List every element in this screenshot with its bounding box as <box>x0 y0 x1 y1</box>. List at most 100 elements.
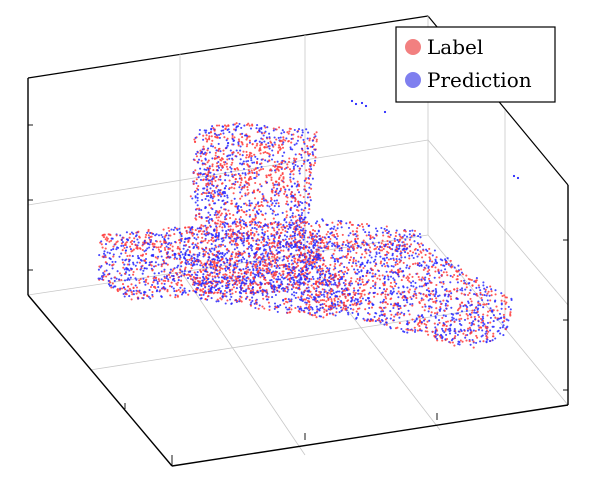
prediction-point <box>479 293 482 296</box>
label-point <box>246 193 249 196</box>
label-point <box>431 330 434 333</box>
label-point <box>326 230 330 233</box>
prediction-point <box>261 292 264 295</box>
label-point <box>176 294 179 297</box>
label-point <box>215 124 219 127</box>
label-point <box>294 196 297 200</box>
prediction-point <box>403 247 406 250</box>
prediction-point <box>378 287 381 290</box>
prediction-point <box>296 205 299 209</box>
prediction-point <box>281 129 284 132</box>
label-point <box>361 281 364 284</box>
prediction-point <box>306 290 309 293</box>
label-point <box>431 265 434 268</box>
label-point <box>273 160 276 164</box>
label-point <box>293 226 296 229</box>
label-point <box>156 257 159 260</box>
prediction-point <box>299 236 302 239</box>
prediction-point <box>172 287 175 290</box>
label-point <box>393 315 396 318</box>
label-point <box>250 169 253 172</box>
label-point <box>212 279 215 283</box>
label-point <box>226 168 229 171</box>
prediction-point <box>254 306 257 310</box>
prediction-point <box>506 325 509 328</box>
prediction-point <box>247 159 250 163</box>
label-point <box>438 276 441 279</box>
prediction-point <box>108 272 111 275</box>
prediction-point <box>412 294 415 297</box>
label-point <box>149 235 152 238</box>
prediction-point <box>460 287 464 290</box>
prediction-point <box>395 258 398 261</box>
prediction-point <box>304 231 307 234</box>
label-point <box>279 174 282 177</box>
prediction-point <box>319 291 322 294</box>
label-point <box>479 291 482 294</box>
label-point <box>352 287 356 290</box>
prediction-point <box>340 287 343 290</box>
prediction-point <box>296 165 299 168</box>
label-point <box>299 242 302 245</box>
prediction-point <box>240 126 243 129</box>
label-point <box>196 242 199 245</box>
prediction-point <box>448 330 451 333</box>
label-point <box>165 256 168 259</box>
label-point <box>251 171 254 175</box>
prediction-point <box>346 306 350 309</box>
prediction-point <box>213 213 216 216</box>
label-point <box>244 192 247 195</box>
prediction-point <box>292 245 295 249</box>
label-point <box>425 323 428 326</box>
label-point <box>233 187 236 190</box>
label-point <box>418 315 421 318</box>
prediction-point <box>225 257 228 260</box>
prediction-point <box>297 269 301 272</box>
prediction-point <box>122 244 125 247</box>
label-point <box>267 296 270 299</box>
label-point <box>331 305 334 308</box>
label-point <box>461 340 464 343</box>
prediction-point <box>454 332 457 335</box>
label-point <box>207 288 210 291</box>
label-point <box>217 219 220 222</box>
prediction-point <box>324 278 327 282</box>
label-point <box>112 263 115 266</box>
prediction-point <box>179 231 182 234</box>
prediction-point <box>251 237 254 240</box>
label-point <box>327 245 330 248</box>
prediction-point <box>329 306 332 309</box>
prediction-point <box>363 264 366 268</box>
prediction-point <box>391 291 394 294</box>
prediction-point <box>192 253 195 256</box>
label-point <box>169 294 172 297</box>
label-point <box>167 273 171 276</box>
label-point <box>489 321 492 324</box>
prediction-point <box>315 305 318 308</box>
prediction-point <box>290 219 293 222</box>
prediction-point <box>290 293 294 296</box>
prediction-point <box>299 220 302 223</box>
prediction-point <box>263 140 266 143</box>
label-point <box>492 309 495 312</box>
prediction-point <box>206 216 209 219</box>
label-point <box>245 145 248 148</box>
label-point <box>123 243 126 247</box>
label-point <box>290 191 293 194</box>
label-point <box>260 241 263 244</box>
prediction-point <box>260 258 263 261</box>
prediction-point <box>143 240 146 243</box>
label-point <box>218 243 221 247</box>
label-point <box>246 163 249 166</box>
prediction-point <box>245 210 248 213</box>
prediction-point <box>275 233 278 236</box>
label-point <box>277 181 280 185</box>
prediction-point <box>139 258 142 261</box>
label-point <box>445 290 448 293</box>
label-point <box>410 243 413 246</box>
label-point <box>185 273 188 277</box>
label-point <box>106 237 109 240</box>
label-point <box>434 301 437 304</box>
prediction-point <box>153 272 156 275</box>
prediction-point <box>213 248 216 251</box>
